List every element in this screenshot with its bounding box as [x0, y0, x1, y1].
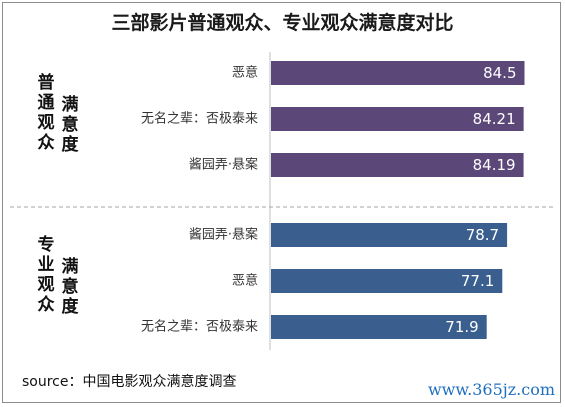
- group-label-char: 度: [62, 296, 80, 317]
- group-label-char: 观: [37, 113, 55, 133]
- group-label-char: 度: [62, 134, 80, 155]
- data-label: 78.7: [466, 226, 499, 244]
- category-label: 无名之辈：否极泰来: [141, 319, 258, 335]
- group-label-char: 意: [62, 114, 79, 135]
- data-label: 84.19: [473, 156, 516, 174]
- data-label: 84.5: [483, 64, 516, 82]
- group-label-char: 专: [38, 234, 55, 255]
- bar: [271, 315, 487, 339]
- group-label-char: 通: [38, 93, 55, 113]
- bar: [271, 223, 508, 247]
- watermark: www.365jz.com: [427, 380, 555, 399]
- group-label-char: 意: [62, 276, 79, 297]
- category-label: 恶意: [232, 273, 258, 289]
- group-label-char: 众: [38, 132, 56, 153]
- group-label-char: 满: [62, 256, 79, 277]
- group-label-char: 业: [38, 255, 55, 275]
- source-note: source：中国电影观众满意度调查: [22, 374, 237, 390]
- data-label: 84.21: [473, 110, 516, 128]
- category-label: 酱园弄·悬案: [189, 158, 258, 173]
- data-label: 77.1: [461, 272, 494, 290]
- bar: [271, 107, 524, 131]
- group-label-char: 满: [62, 94, 79, 115]
- chart-title: 三部影片普通观众、专业观众满意度对比: [111, 12, 454, 34]
- bar: [271, 269, 503, 293]
- bar: [271, 61, 525, 85]
- bar: [271, 153, 524, 177]
- category-label: 酱园弄·悬案: [189, 228, 258, 243]
- chart-frame: [2, 2, 561, 403]
- data-label: 71.9: [445, 318, 478, 336]
- group-label-char: 观: [37, 275, 55, 295]
- category-label: 恶意: [232, 65, 258, 81]
- group-label-char: 普: [38, 72, 55, 93]
- category-label: 无名之辈：否极泰来: [141, 111, 258, 127]
- group-label-char: 众: [38, 294, 56, 315]
